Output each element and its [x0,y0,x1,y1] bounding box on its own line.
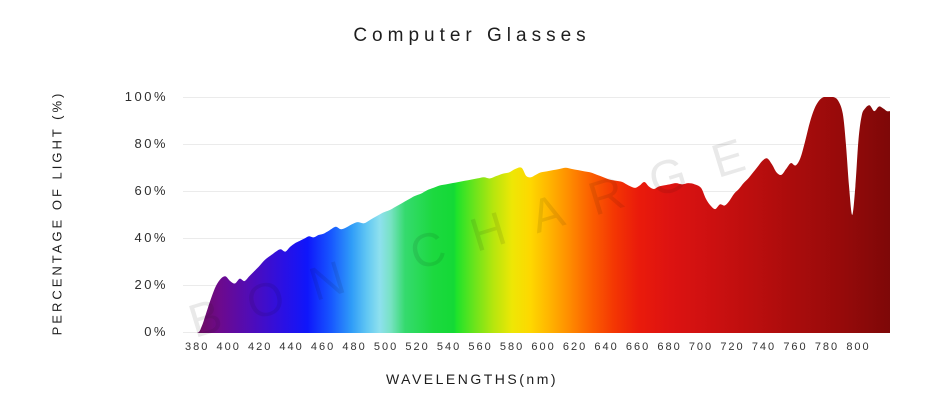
x-tick-label: 720 [720,341,745,353]
x-tick-label: 420 [248,341,273,353]
x-tick-label: 380 [185,341,210,353]
x-tick-label: 400 [216,341,241,353]
y-axis-title: PERCENTAGE OF LIGHT (%) [49,90,65,336]
chart-title: Computer Glasses [353,25,591,46]
x-tick-label: 620 [562,341,588,353]
x-tick-label: 580 [499,341,525,353]
transmission-area-path [183,97,890,333]
x-tick-label: 760 [783,341,808,353]
x-tick-label: 540 [436,341,462,353]
x-tick-label: 640 [594,341,619,353]
x-tick-label: 700 [688,341,714,353]
x-tick-label: 600 [531,341,556,353]
x-tick-label: 520 [405,341,430,353]
y-tick-label: 100% [124,89,168,104]
x-tick-label: 560 [468,341,493,353]
y-tick-label: 80% [134,135,168,151]
x-tick-label: 500 [373,341,399,353]
y-tick-label: 20% [134,276,168,292]
x-tick-label: 460 [310,341,336,353]
spectrum-area-chart [183,97,890,333]
x-tick-label: 480 [342,341,367,353]
y-tick-label: 40% [134,229,168,245]
x-axis-title: WAVELENGTHS(nm) [385,371,559,387]
x-tick-label: 800 [846,341,871,353]
gridline [183,97,890,98]
x-tick-label: 780 [814,341,840,353]
x-tick-label: 440 [279,341,304,353]
x-tick-label: 660 [625,341,651,353]
gridline [183,143,890,145]
x-tick-label: 680 [657,341,682,353]
x-tick-label: 740 [751,341,777,353]
y-tick-label: 0% [144,323,168,339]
y-tick-label: 60% [134,182,168,198]
